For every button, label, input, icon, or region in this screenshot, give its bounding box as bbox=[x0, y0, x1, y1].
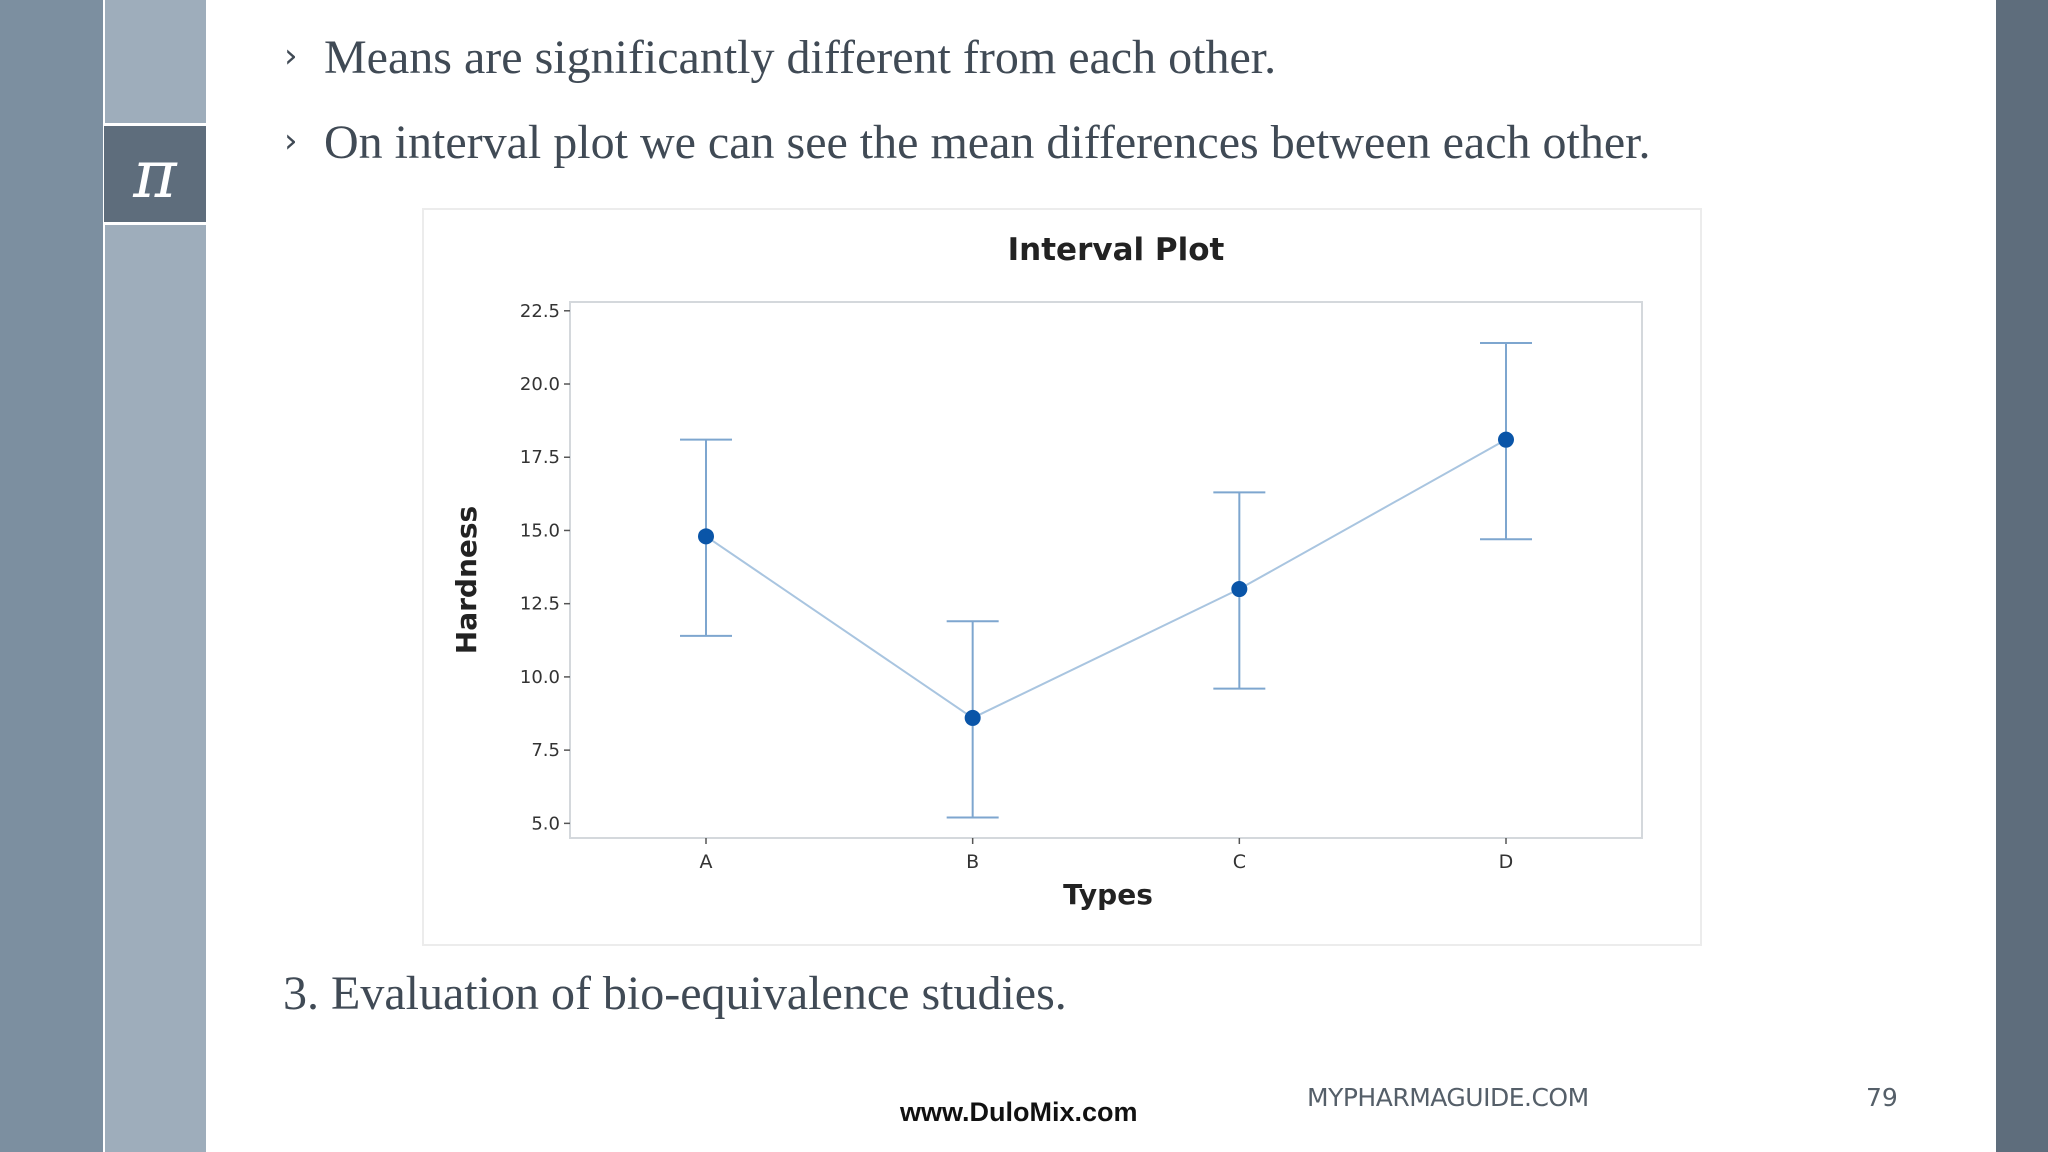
bullet-marker-icon: › bbox=[284, 121, 298, 161]
y-tick-label: 22.5 bbox=[520, 301, 560, 322]
mean-point-c bbox=[1231, 581, 1248, 598]
footer-site-name: MYPHARMAGUIDE.COM bbox=[1307, 1083, 1589, 1112]
band-separator bbox=[103, 0, 105, 1152]
left-decorative-band bbox=[0, 0, 103, 1152]
pi-symbol: π bbox=[133, 135, 177, 213]
x-tick-label: C bbox=[1233, 851, 1246, 873]
y-tick-label: 12.5 bbox=[520, 594, 560, 615]
x-tick-label: B bbox=[966, 851, 979, 873]
y-tick-label: 7.5 bbox=[531, 740, 560, 761]
bullet-text-1: Means are significantly different from e… bbox=[324, 31, 1277, 84]
x-tick-label: D bbox=[1499, 851, 1514, 873]
mean-point-b bbox=[964, 709, 981, 726]
footer-url-link[interactable]: www.DuloMix.com bbox=[900, 1097, 1138, 1127]
y-tick-label: 5.0 bbox=[531, 813, 560, 834]
interval-plot-chart: Interval Plot Types Hardness 5.0 7.5 10.0 12.5… bbox=[422, 208, 1702, 946]
right-decorative-band bbox=[1996, 0, 2048, 1152]
mean-point-a bbox=[698, 528, 714, 545]
y-axis-label: Hardness bbox=[450, 506, 483, 654]
bullet-point-2: › On interval plot we can see the mean di… bbox=[284, 115, 1651, 170]
bullet-point-1: › Means are significantly different from … bbox=[284, 30, 1276, 85]
bullet-marker-icon: › bbox=[284, 36, 298, 76]
mean-point-d bbox=[1498, 431, 1514, 448]
page-number: 79 bbox=[1866, 1083, 1898, 1112]
y-tick-label: 20.0 bbox=[520, 374, 560, 395]
mean-connect-line bbox=[705, 438, 1507, 720]
chart-title: Interval Plot bbox=[1008, 232, 1225, 268]
x-axis-label: Types bbox=[1063, 878, 1153, 911]
bullet-text-2: On interval plot we can see the mean dif… bbox=[324, 116, 1651, 169]
chart-svg: Interval Plot Types Hardness 5.0 7.5 10.0 12.5… bbox=[450, 232, 1643, 911]
y-tick-label: 10.0 bbox=[520, 667, 560, 688]
y-tick-label: 15.0 bbox=[520, 520, 560, 541]
section-point-three: 3. Evaluation of bio-equivalence studies… bbox=[283, 967, 1067, 1020]
plot-area-frame bbox=[569, 301, 1643, 839]
x-tick-label: A bbox=[700, 851, 713, 873]
pi-logo-icon: π bbox=[104, 123, 206, 225]
y-tick-label: 17.5 bbox=[520, 447, 560, 468]
